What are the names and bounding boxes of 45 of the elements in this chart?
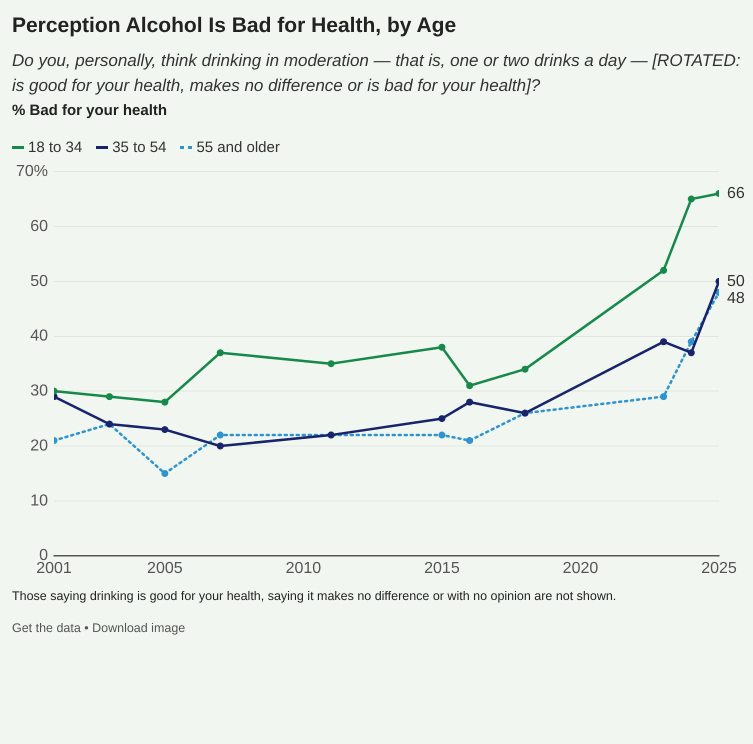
point	[466, 437, 474, 444]
x-tick-label: 2005	[147, 560, 183, 577]
y-tick-label: 10	[30, 492, 48, 510]
point	[328, 360, 335, 368]
point	[161, 426, 168, 434]
y-tick-label: 60	[30, 218, 48, 235]
x-tick-label: 2001	[36, 560, 72, 577]
data-label: 66	[727, 184, 745, 202]
data-label: 48	[727, 290, 745, 307]
point	[438, 415, 446, 422]
point	[660, 266, 668, 274]
x-tick-label: 2025	[701, 560, 737, 577]
text: Get the data • Download image	[12, 621, 186, 635]
point	[438, 432, 446, 439]
legend-label: 55 and older	[196, 139, 280, 156]
y-tick-label: 40	[30, 328, 48, 345]
text: Those saying drinking is good for your health, saying it makes no difference or with no opinion are not shown.	[12, 589, 618, 603]
point	[466, 398, 474, 406]
x-tick-label: 2010	[286, 560, 322, 577]
point	[438, 344, 446, 351]
y-tick-label: 30	[30, 382, 48, 400]
legend-label: 18 to 34	[28, 139, 82, 156]
point	[216, 442, 224, 450]
y-axis-title: % Bad for your health	[12, 102, 168, 119]
chart-subtitle: Do you, personally, think drinking in moderation — that is, one or two drinks a day — [ROTATED: is good for your health, makes no difference or is bad for your health]?	[12, 50, 741, 97]
point	[216, 349, 224, 356]
point	[161, 398, 168, 406]
point	[106, 393, 113, 400]
x-tick-label: 2020	[562, 560, 598, 577]
y-tick-label: 20	[30, 437, 48, 454]
point	[660, 393, 668, 400]
point	[161, 470, 168, 477]
y-tick-label: 50	[30, 272, 48, 290]
point	[522, 366, 529, 373]
x-tick-label: 2015	[424, 560, 460, 577]
point	[660, 338, 668, 346]
chart-title: Perception Alcohol Is Bad for Health, by Age	[12, 14, 458, 38]
point	[466, 382, 474, 390]
data-label: 50	[727, 272, 745, 290]
point	[216, 432, 224, 439]
point	[688, 196, 695, 203]
point	[688, 349, 695, 356]
point	[688, 338, 695, 346]
y-tick-label: 70%	[16, 163, 48, 180]
legend-label: 35 to 54	[112, 139, 166, 156]
